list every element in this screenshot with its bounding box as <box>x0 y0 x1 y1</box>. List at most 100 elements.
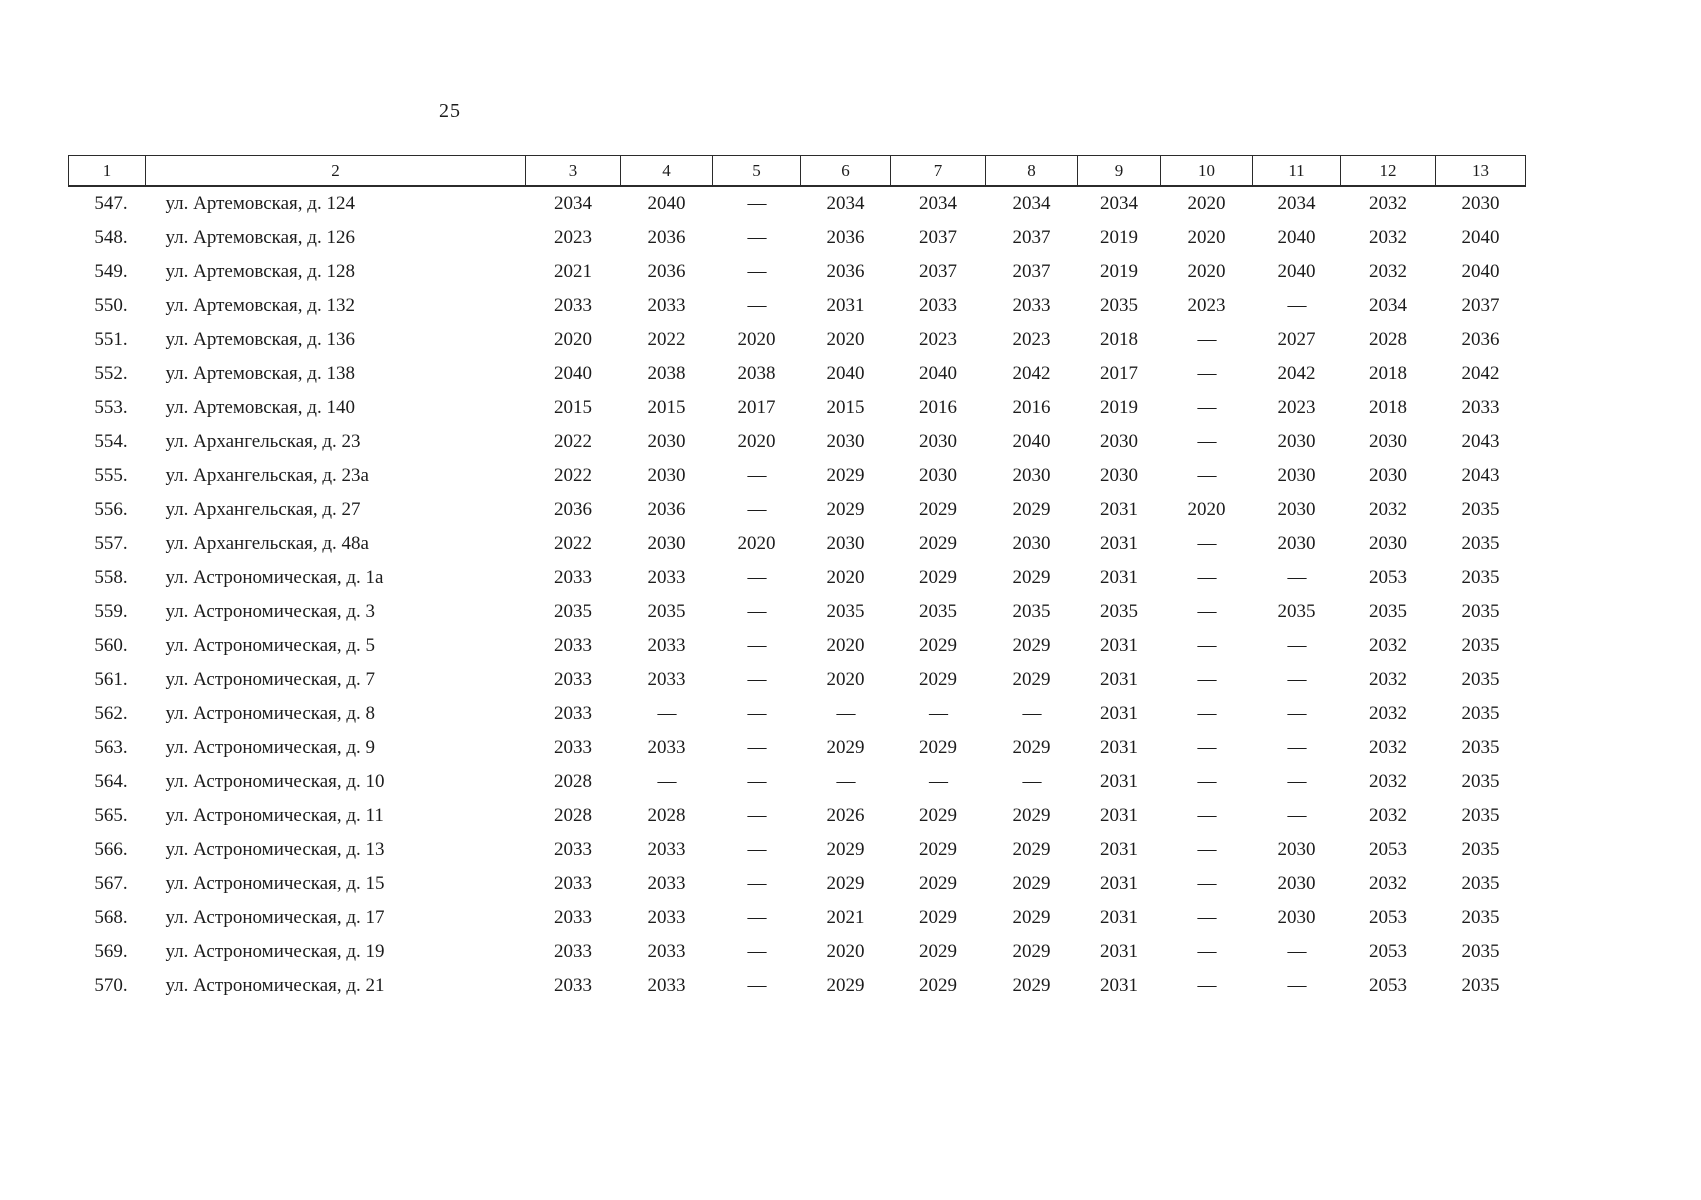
year-cell: 2030 <box>1100 431 1138 452</box>
year-cell: — <box>1197 397 1217 418</box>
address-cell: ул. Астрономическая, д. 17 <box>165 907 385 928</box>
year-cell: 2033 <box>647 941 686 962</box>
row-number-cell: 559. <box>94 601 128 622</box>
table-row: 563. ул. Астрономическая, д. 9 2033 2033 — 20… <box>69 731 1526 765</box>
column-header: 13 <box>1435 155 1526 187</box>
year-cell: 2032 <box>1369 737 1407 758</box>
year-cell: — <box>1287 669 1307 690</box>
year-cell: — <box>1287 635 1307 656</box>
row-number-cell: 555. <box>94 465 128 486</box>
year-cell: 2030 <box>1277 499 1316 520</box>
address-cell: ул. Астрономическая, д. 9 <box>165 737 376 758</box>
year-cell: — <box>1197 941 1217 962</box>
year-cell: 2033 <box>554 635 592 656</box>
year-cell: 2029 <box>1012 873 1051 894</box>
year-cell: 2035 <box>1461 533 1500 554</box>
year-cell: 2030 <box>647 431 686 452</box>
year-cell: 2029 <box>1012 499 1051 520</box>
year-cell: 2037 <box>1012 227 1051 248</box>
year-cell: — <box>747 737 767 758</box>
year-cell: 2030 <box>1277 465 1316 486</box>
year-cell: 2035 <box>1461 737 1500 758</box>
year-cell: 2035 <box>1277 601 1316 622</box>
year-cell: — <box>1287 941 1307 962</box>
year-cell: 2029 <box>919 873 957 894</box>
year-cell: 2029 <box>1012 635 1051 656</box>
table-row: 564. ул. Астрономическая, д. 10 2028 — — — — — 2… <box>69 765 1526 799</box>
year-cell: 2036 <box>647 261 686 282</box>
year-cell: 2030 <box>919 465 957 486</box>
year-cell: 2023 <box>554 227 592 248</box>
year-cell: 2026 <box>826 805 865 826</box>
year-cell: 2020 <box>1187 499 1226 520</box>
year-cell: 2036 <box>826 227 865 248</box>
row-number-cell: 567. <box>94 873 128 894</box>
year-cell: 2033 <box>554 839 592 860</box>
row-number-cell: 562. <box>94 703 128 724</box>
year-cell: 2033 <box>1461 397 1500 418</box>
year-cell: 2016 <box>1012 397 1051 418</box>
year-cell: 2023 <box>1187 295 1226 316</box>
year-cell: 2037 <box>1012 261 1051 282</box>
table-row: 562. ул. Астрономическая, д. 8 2033 — — — — — 20… <box>69 697 1526 731</box>
year-cell: 2020 <box>737 329 776 350</box>
year-cell: 2032 <box>1369 873 1407 894</box>
year-cell: — <box>747 499 767 520</box>
address-cell: ул. Астрономическая, д. 3 <box>165 601 376 622</box>
year-cell: 2033 <box>554 975 592 996</box>
year-cell: 2032 <box>1369 227 1407 248</box>
year-cell: 2029 <box>919 635 957 656</box>
year-cell: 2030 <box>1277 907 1316 928</box>
year-cell: 2029 <box>1012 737 1051 758</box>
year-cell: 2042 <box>1277 363 1316 384</box>
year-cell: — <box>657 771 677 792</box>
year-cell: 2035 <box>919 601 957 622</box>
year-cell: 2017 <box>737 397 776 418</box>
year-cell: 2022 <box>554 431 592 452</box>
table-header: 1 2 3 4 5 6 7 8 9 10 11 12 13 <box>68 155 1526 187</box>
year-cell: 2031 <box>1100 669 1138 690</box>
year-cell: 2035 <box>1100 601 1138 622</box>
year-cell: 2029 <box>826 499 865 520</box>
year-cell: 2031 <box>1100 567 1138 588</box>
year-cell: 2029 <box>1012 669 1051 690</box>
year-cell: 2020 <box>737 533 776 554</box>
year-cell: 2034 <box>554 193 592 214</box>
year-cell: 2033 <box>1012 295 1051 316</box>
year-cell: 2031 <box>1100 907 1138 928</box>
row-number-cell: 547. <box>94 193 128 214</box>
year-cell: 2040 <box>826 363 865 384</box>
address-cell: ул. Астрономическая, д. 7 <box>165 669 376 690</box>
year-cell: 2033 <box>554 295 592 316</box>
year-cell: 2033 <box>647 839 686 860</box>
column-header: 6 <box>800 155 891 187</box>
year-cell: 2031 <box>1100 839 1138 860</box>
year-cell: 2020 <box>1187 261 1226 282</box>
year-cell: — <box>747 873 767 894</box>
year-cell: — <box>747 771 767 792</box>
year-cell: 2030 <box>1461 193 1500 214</box>
year-cell: — <box>1287 703 1307 724</box>
year-cell: 2029 <box>1012 567 1051 588</box>
table-row: 553. ул. Артемовская, д. 140 2015 2015 2017 2… <box>69 391 1526 425</box>
column-header: 11 <box>1252 155 1341 187</box>
address-cell: ул. Астрономическая, д. 15 <box>165 873 385 894</box>
year-cell: 2029 <box>919 805 957 826</box>
year-cell: — <box>747 941 767 962</box>
year-cell: 2029 <box>826 873 865 894</box>
year-cell: 2029 <box>919 533 957 554</box>
column-header: 3 <box>525 155 621 187</box>
year-cell: 2037 <box>1461 295 1500 316</box>
year-cell: — <box>1197 669 1217 690</box>
year-cell: 2015 <box>554 397 592 418</box>
row-number-cell: 566. <box>94 839 128 860</box>
row-number-cell: 551. <box>94 329 128 350</box>
year-cell: 2033 <box>647 635 686 656</box>
year-cell: 2040 <box>1461 261 1500 282</box>
year-cell: 2035 <box>554 601 592 622</box>
year-cell: 2029 <box>919 975 957 996</box>
year-cell: 2035 <box>1461 703 1500 724</box>
year-cell: 2035 <box>1461 873 1500 894</box>
year-cell: 2034 <box>1369 295 1407 316</box>
